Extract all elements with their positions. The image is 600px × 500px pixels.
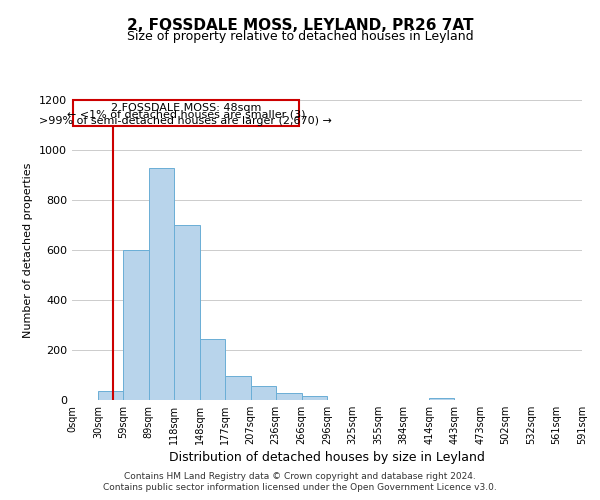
X-axis label: Distribution of detached houses by size in Leyland: Distribution of detached houses by size … <box>169 451 485 464</box>
Text: 2 FOSSDALE MOSS: 48sqm: 2 FOSSDALE MOSS: 48sqm <box>111 103 261 113</box>
Bar <box>98 391 123 400</box>
Bar <box>251 386 275 400</box>
Bar <box>200 339 225 400</box>
Text: >99% of semi-detached houses are larger (2,670) →: >99% of semi-detached houses are larger … <box>40 116 332 126</box>
Text: Contains HM Land Registry data © Crown copyright and database right 2024.: Contains HM Land Registry data © Crown c… <box>124 472 476 481</box>
Bar <box>302 396 328 400</box>
Bar <box>275 392 302 400</box>
Bar <box>174 225 200 400</box>
Y-axis label: Number of detached properties: Number of detached properties <box>23 162 34 338</box>
FancyBboxPatch shape <box>73 100 299 126</box>
Bar <box>123 250 149 400</box>
Bar <box>225 376 251 400</box>
Text: 2, FOSSDALE MOSS, LEYLAND, PR26 7AT: 2, FOSSDALE MOSS, LEYLAND, PR26 7AT <box>127 18 473 32</box>
Bar <box>429 398 454 400</box>
Text: Size of property relative to detached houses in Leyland: Size of property relative to detached ho… <box>127 30 473 43</box>
Text: Contains public sector information licensed under the Open Government Licence v3: Contains public sector information licen… <box>103 484 497 492</box>
Bar <box>149 168 174 400</box>
Text: ← <1% of detached houses are smaller (3): ← <1% of detached houses are smaller (3) <box>67 110 305 119</box>
